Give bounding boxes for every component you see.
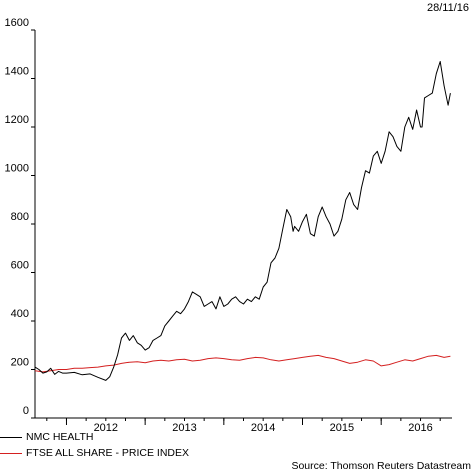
- legend-swatch-nmc-health: [0, 436, 22, 438]
- y-tick-label: 400: [11, 308, 29, 320]
- series-line-ftse-all-share: [34, 354, 451, 373]
- date-stamp: 28/11/16: [426, 2, 469, 14]
- y-tick-label: 0: [23, 405, 29, 417]
- x-tick-label: 2015: [330, 422, 354, 434]
- x-tick-label: 2013: [172, 422, 196, 434]
- y-tick-label: 1400: [5, 66, 29, 78]
- legend-label-nmc-health: NMC HEALTH: [26, 431, 94, 443]
- legend-item-ftse-all-share: FTSE ALL SHARE - PRICE INDEX: [0, 447, 189, 459]
- legend-item-nmc-health: NMC HEALTH: [0, 431, 93, 443]
- legend-label-ftse-all-share: FTSE ALL SHARE - PRICE INDEX: [26, 447, 189, 459]
- y-tick-label: 800: [11, 211, 29, 223]
- y-tick-label: 1000: [5, 163, 29, 175]
- x-tick-label: 2012: [94, 422, 118, 434]
- source-note: Source: Thomson Reuters Datastream: [291, 460, 471, 472]
- x-tick-label: 2016: [408, 422, 432, 434]
- x-axis-ticks: 2012 2013 2014 2015 2016: [46, 418, 441, 434]
- series-line-nmc-health: [34, 61, 451, 381]
- y-tick-label: 1600: [5, 17, 29, 29]
- x-tick-label: 2014: [251, 422, 275, 434]
- legend-swatch-ftse-all-share: [0, 452, 22, 454]
- y-tick-label: 200: [11, 357, 29, 369]
- y-tick-label: 600: [11, 260, 29, 272]
- y-tick-label: 1200: [5, 114, 29, 126]
- y-axis-ticks: 0 200 400 600 800 1000 1200 1400 1600: [5, 17, 35, 419]
- chart-series: [34, 61, 451, 381]
